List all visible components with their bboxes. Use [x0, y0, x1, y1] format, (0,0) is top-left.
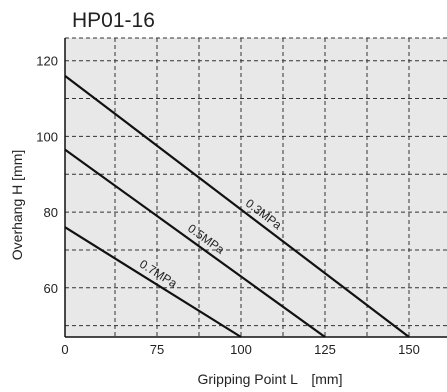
x-tick-label: 100: [230, 342, 252, 357]
series-line-2: [64, 226, 242, 338]
chart-title: HP01-16: [72, 9, 155, 32]
y-tick-label: 80: [44, 205, 58, 220]
series-line-1: [64, 148, 326, 338]
x-tick-label: 0: [61, 342, 68, 357]
x-tick-label: 150: [398, 342, 420, 357]
plot-area: [65, 38, 447, 337]
x-tick-label: 75: [150, 342, 164, 357]
y-tick-label: 120: [36, 54, 58, 69]
y-axis-ticks: 60 80 100 120: [36, 54, 58, 296]
grid: [64, 37, 447, 338]
y-tick-label: 60: [44, 281, 58, 296]
x-axis-ticks: 0 75 100 125 150: [61, 342, 419, 357]
x-axis-label: Gripping Point L [mm]: [198, 371, 343, 387]
y-axis-label: Overhang H [mm]: [9, 150, 25, 260]
x-tick-label: 125: [314, 342, 336, 357]
y-tick-label: 100: [36, 129, 58, 144]
series-line-0: [64, 74, 410, 338]
